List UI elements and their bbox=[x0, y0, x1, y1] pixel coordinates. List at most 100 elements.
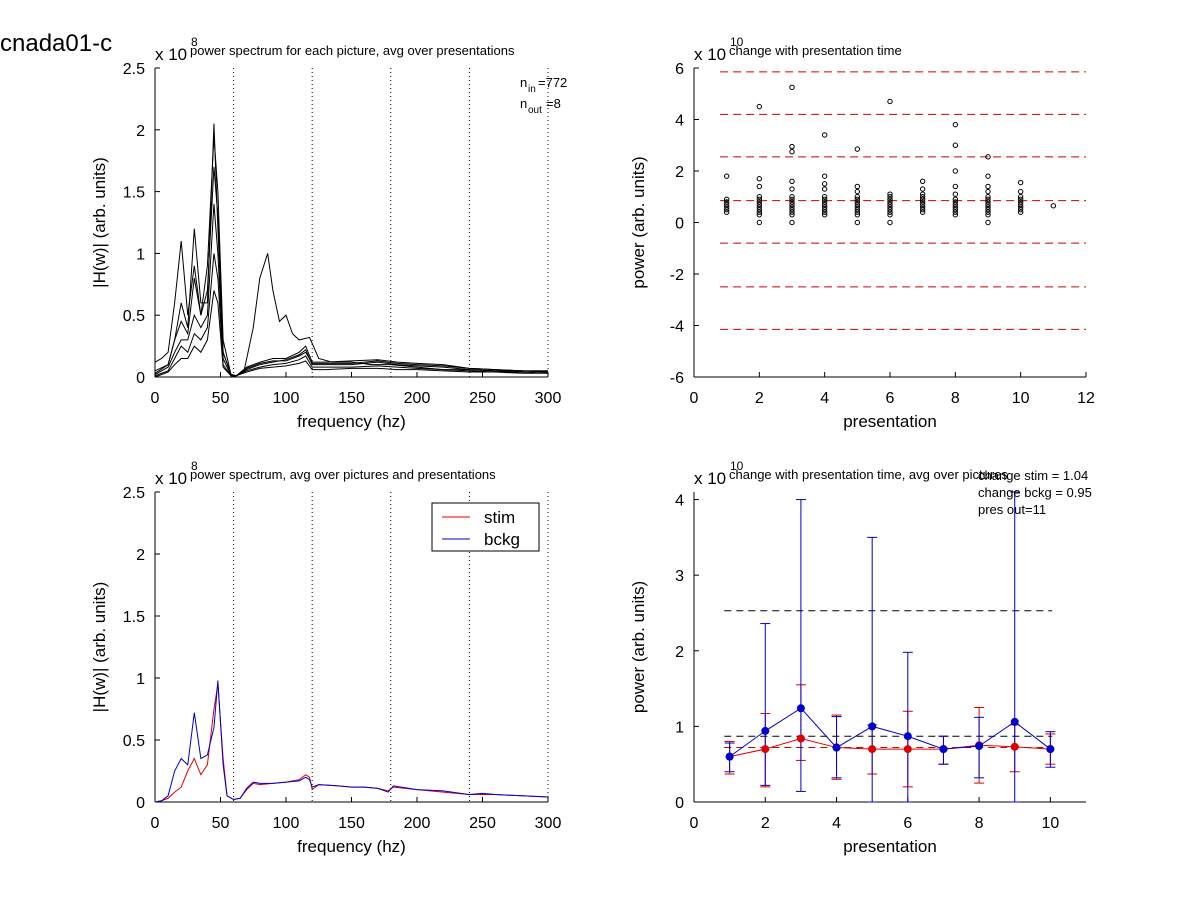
exponent-base: x 10 bbox=[155, 45, 187, 64]
data-point bbox=[985, 199, 991, 205]
data-point bbox=[789, 143, 795, 150]
annotation-line-3: pres out=11 bbox=[978, 502, 1046, 517]
annotation-line-2: change bckg = 0.95 bbox=[978, 485, 1092, 500]
data-point bbox=[854, 146, 861, 152]
data-point bbox=[1017, 196, 1024, 203]
data-point bbox=[723, 206, 730, 213]
data-point bbox=[919, 178, 926, 185]
y-tick-label: -4 bbox=[670, 319, 684, 336]
x-tick-label: 100 bbox=[273, 815, 300, 832]
data-point bbox=[789, 199, 795, 205]
exponent-power: 8 bbox=[191, 35, 198, 49]
data-point bbox=[756, 206, 763, 213]
y-tick-label: 2.5 bbox=[123, 485, 145, 502]
data-point bbox=[821, 186, 828, 192]
chart-panel-3: 0 50 100 150 200 250 300 0 0.5 1 1.5 2 2.5 frequency … bbox=[90, 459, 561, 856]
data-point bbox=[789, 148, 795, 155]
data-point bbox=[756, 201, 763, 208]
data-point bbox=[821, 209, 828, 215]
legend-box bbox=[431, 502, 540, 552]
data-point bbox=[789, 194, 795, 200]
data-point bbox=[854, 196, 861, 203]
data-point bbox=[789, 219, 795, 226]
data-point-stim bbox=[1010, 742, 1019, 751]
data-point bbox=[854, 206, 861, 213]
data-point bbox=[723, 196, 730, 203]
data-point bbox=[854, 194, 861, 200]
x-tick-label: 200 bbox=[404, 390, 431, 407]
data-point bbox=[854, 201, 861, 208]
data-point bbox=[952, 204, 959, 210]
legend-label-bckg: bckg bbox=[484, 530, 520, 549]
x-tick-label: 10 bbox=[1041, 815, 1059, 832]
data-point bbox=[821, 196, 828, 203]
y-tick-label: 0 bbox=[675, 216, 684, 233]
series-line-5 bbox=[154, 166, 549, 377]
series-line-4 bbox=[154, 253, 549, 377]
data-point bbox=[952, 196, 959, 203]
x-tick-label: 150 bbox=[338, 390, 365, 407]
data-point bbox=[887, 199, 893, 205]
data-point bbox=[985, 183, 991, 190]
data-point bbox=[756, 183, 763, 190]
data-point bbox=[723, 204, 730, 210]
y-tick-label: 1 bbox=[675, 719, 684, 736]
data-point bbox=[919, 196, 926, 203]
data-point bbox=[919, 191, 926, 197]
data-point bbox=[854, 212, 861, 218]
data-point bbox=[952, 121, 959, 128]
data-point bbox=[887, 201, 893, 208]
data-point bbox=[919, 186, 926, 192]
y-tick-label: 2 bbox=[675, 164, 684, 181]
data-point bbox=[887, 204, 893, 210]
y-axis-label: power (arb. units) bbox=[629, 581, 648, 713]
data-point-bckg bbox=[796, 704, 805, 713]
x-tick-label: 10 bbox=[1012, 390, 1030, 407]
data-point bbox=[985, 188, 991, 195]
annotation-n-in: n bbox=[520, 75, 527, 90]
annotation-line-1: change stim = 1.04 bbox=[978, 468, 1088, 483]
data-point bbox=[723, 201, 730, 208]
data-point bbox=[756, 212, 763, 218]
series-line-bckg bbox=[729, 707, 1051, 758]
series-line-6 bbox=[154, 290, 548, 378]
data-point bbox=[821, 201, 828, 208]
series-line-1 bbox=[154, 135, 548, 377]
chart-panel-1: 0 50 100 150 200 250 300 0 0.5 1 1.5 2 2.5 frequency … bbox=[90, 35, 567, 431]
y-tick-label: 1.5 bbox=[123, 185, 145, 202]
data-point bbox=[985, 212, 991, 218]
exponent-base: x 10 bbox=[694, 45, 726, 64]
data-point bbox=[821, 204, 828, 210]
annotation-n-out-value: =8 bbox=[546, 96, 561, 111]
data-point bbox=[821, 132, 828, 138]
x-tick-label: 50 bbox=[212, 815, 230, 832]
x-axis-label: frequency (hz) bbox=[297, 837, 406, 856]
x-tick-label: 200 bbox=[404, 815, 431, 832]
chart-title: change with presentation time, avg over … bbox=[729, 467, 1008, 482]
data-point bbox=[887, 212, 893, 218]
series-line-stim bbox=[729, 737, 1051, 758]
y-axis-label: |H(w)| (arb. units) bbox=[90, 582, 109, 713]
x-tick-label: 2 bbox=[761, 815, 770, 832]
data-point bbox=[985, 173, 991, 179]
x-tick-label: 0 bbox=[151, 390, 160, 407]
data-point bbox=[887, 194, 893, 200]
y-tick-label: 0 bbox=[136, 370, 145, 387]
chart-panel-2: 0 2 4 6 8 10 12 -6 -4 -2 0 2 4 6 presentation power (ar… bbox=[629, 35, 1095, 431]
data-point bbox=[952, 206, 959, 213]
y-tick-label: 0.5 bbox=[123, 733, 145, 750]
data-point bbox=[756, 176, 763, 182]
data-point-bckg bbox=[939, 745, 948, 754]
annotation-n-in-sub: in bbox=[528, 84, 536, 95]
x-tick-label: 0 bbox=[690, 390, 699, 407]
data-point bbox=[952, 201, 959, 208]
data-point bbox=[1017, 194, 1024, 200]
exponent-base: x 10 bbox=[155, 469, 187, 488]
data-point bbox=[887, 98, 893, 105]
x-tick-label: 8 bbox=[975, 815, 984, 832]
data-point bbox=[789, 206, 795, 213]
data-point bbox=[919, 194, 926, 200]
y-tick-label: 4 bbox=[675, 113, 684, 130]
data-point bbox=[919, 206, 926, 213]
